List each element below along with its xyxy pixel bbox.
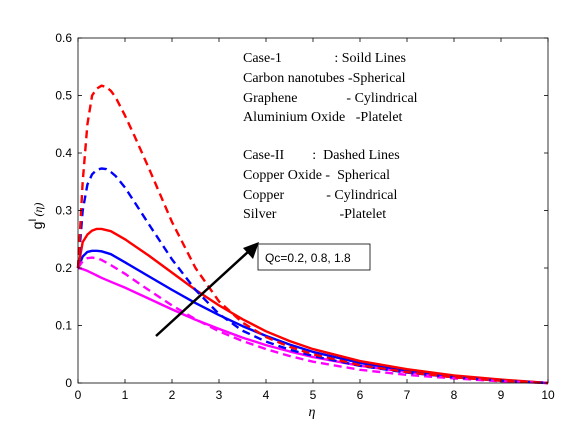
annotation-block: Case-1 : Soild Lines Carbon nanotubes -S…: [243, 51, 418, 222]
series-layer: [76, 84, 549, 385]
annotation-line-1: Case-1 : Soild Lines: [243, 51, 406, 66]
series-line-4: [77, 256, 549, 385]
annotation-line-9: Silver -Platelet: [243, 207, 386, 222]
y-tick-label: 0.3: [55, 204, 72, 218]
x-tick-label: 2: [169, 388, 176, 402]
arrow-label: Qc=0.2, 0.8, 1.8: [265, 251, 351, 265]
x-tick-label: 7: [404, 388, 411, 402]
y-tick-label: 0: [65, 376, 72, 390]
y-tick-label: 0.6: [55, 31, 72, 45]
annotation-line-8: Copper - Cylindrical: [243, 188, 397, 203]
annotation-line-2: Carbon nanotubes -Spherical: [243, 71, 406, 86]
ticks-layer: 0 1 2 3 4 5 6 7 8 9 10 0 0.1 0.2 0.3 0.4 0.5 0.6: [55, 31, 555, 402]
x-axis-label: η: [309, 405, 316, 420]
arrow-label-box: [257, 243, 371, 271]
annotation-line-3: Graphene - Cylindrical: [243, 91, 418, 106]
annotation-line-6: Case-II : Dashed Lines: [243, 148, 400, 163]
x-tick-label: 10: [541, 388, 555, 402]
x-tick-label: 3: [216, 388, 223, 402]
y-tick-label: 0.2: [55, 261, 72, 275]
x-tick-label: 8: [451, 388, 458, 402]
x-tick-label: 6: [357, 388, 364, 402]
y-axis-label: gI (η): [27, 203, 45, 230]
x-tick-label: 5: [310, 388, 317, 402]
series-line-2: [76, 249, 549, 385]
plot-area: [78, 38, 548, 383]
y-tick-label: 0.1: [55, 319, 72, 333]
y-tick-label: 0.5: [55, 89, 72, 103]
y-tick-label: 0.4: [55, 146, 72, 160]
trend-arrow: [155, 250, 250, 337]
x-tick-label: 0: [75, 388, 82, 402]
annotation-line-4: Aluminium Oxide -Platelet: [243, 110, 403, 125]
trend-arrow-head: [243, 242, 259, 259]
x-tick-label: 9: [498, 388, 505, 402]
y-axis-label-base: g: [29, 222, 45, 230]
x-tick-label: 1: [122, 388, 129, 402]
x-tick-label: 4: [263, 388, 270, 402]
series-line-6: [76, 84, 549, 385]
annotation-line-7: Copper Oxide - Spherical: [243, 168, 390, 183]
y-axis-label-sup: I: [27, 219, 39, 222]
y-axis-label-arg: (η): [31, 203, 45, 217]
